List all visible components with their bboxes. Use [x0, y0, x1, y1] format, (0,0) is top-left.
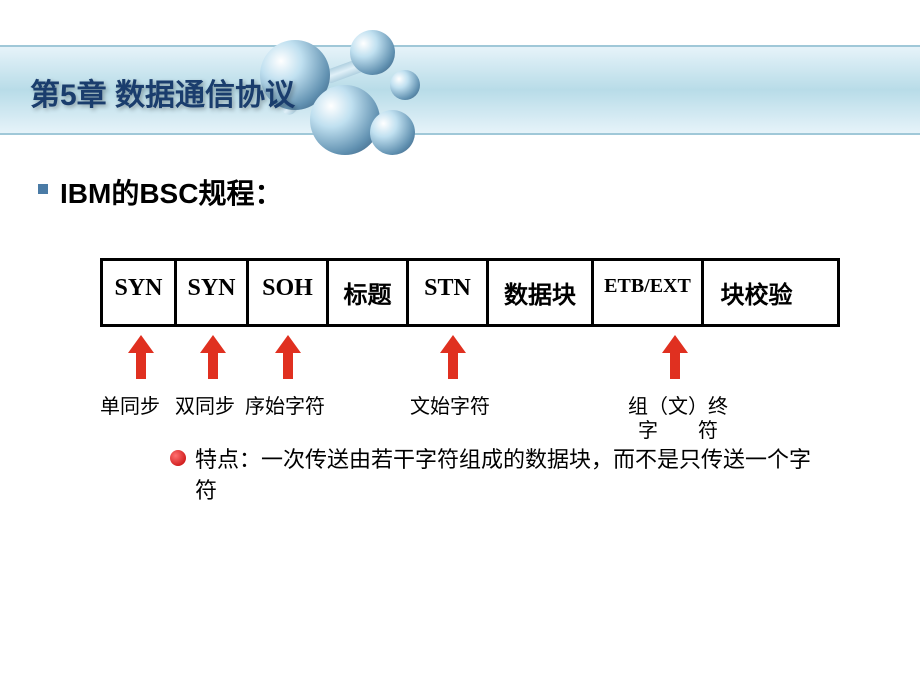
note-body: 一次传送由若干字符组成的数据块，而不是只传送一个字符	[195, 447, 811, 503]
arrow-label-4: 组（文）终字 符	[628, 395, 728, 443]
note-prefix: 特点：	[195, 447, 261, 472]
arrows-row	[100, 335, 840, 395]
bullet-icon	[38, 184, 48, 194]
arrow-label-3: 文始字符	[410, 395, 490, 419]
frame-cell-5: 数据块	[489, 261, 594, 324]
frame-cell-4: STN	[409, 261, 489, 324]
frame-cell-0: SYN	[103, 261, 177, 324]
note-text: 特点：一次传送由若干字符组成的数据块，而不是只传送一个字符	[195, 445, 815, 507]
frame-cell-2: SOH	[249, 261, 329, 324]
frame-cell-1: SYN	[177, 261, 249, 324]
subtitle: IBM的BSC规程：	[60, 172, 282, 212]
chapter-title: 第5章 数据通信协议	[30, 70, 295, 114]
arrow-4	[662, 335, 688, 379]
frame-cell-7: 块校验	[704, 261, 809, 324]
arrow-label-2: 序始字符	[245, 395, 325, 419]
frame-cell-3: 标题	[329, 261, 409, 324]
arrow-label-0: 单同步	[100, 395, 160, 419]
bsc-frame-diagram: SYNSYNSOH标题STN数据块ETB/EXT块校验 单同步双同步序始字符文始…	[100, 258, 840, 455]
note-bullet-icon	[170, 450, 186, 466]
arrow-3	[440, 335, 466, 379]
arrow-label-1: 双同步	[175, 395, 235, 419]
frame-table: SYNSYNSOH标题STN数据块ETB/EXT块校验	[100, 258, 840, 327]
arrow-1	[200, 335, 226, 379]
arrow-2	[275, 335, 301, 379]
frame-cell-6: ETB/EXT	[594, 261, 704, 324]
arrow-0	[128, 335, 154, 379]
